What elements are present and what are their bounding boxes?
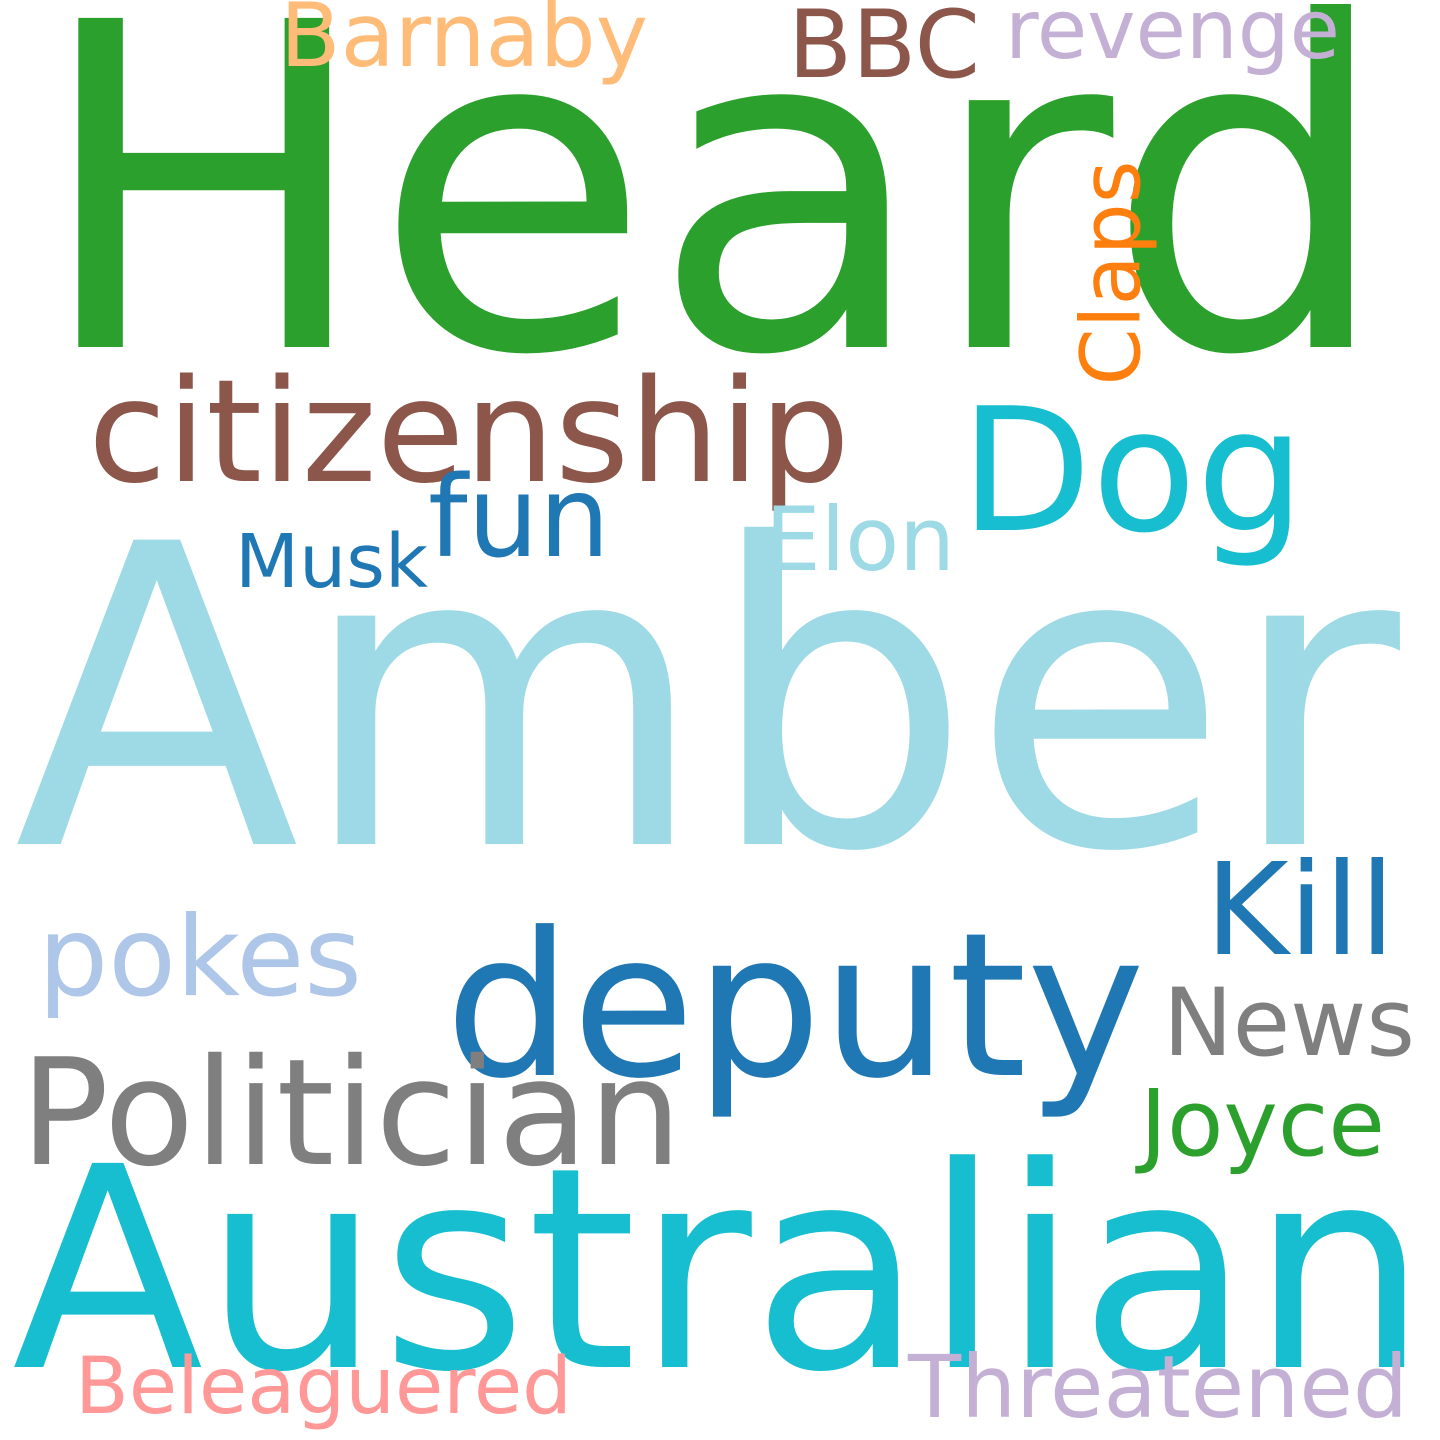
word-joyce: Joyce — [1140, 1070, 1385, 1177]
word-threatened: Threatened — [908, 1336, 1408, 1438]
word-amber: Amber — [14, 457, 1400, 944]
word-revenge: revenge — [1005, 0, 1340, 79]
word-politician: Politician — [20, 1027, 682, 1200]
word-elon: Elon — [765, 487, 955, 591]
word-bbc: BBC — [788, 0, 980, 100]
word-australian: Australian — [12, 1107, 1428, 1434]
word-deputy: deputy — [445, 889, 1145, 1123]
word-citizenship: citizenship — [88, 349, 850, 516]
word-pokes: pokes — [38, 893, 362, 1023]
word-beleaguered: Beleaguered — [75, 1339, 572, 1432]
word-kill: Kill — [1205, 836, 1395, 985]
word-claps: Claps — [1064, 160, 1159, 385]
word-news: News — [1163, 967, 1415, 1077]
word-heard: Heard — [34, 0, 1392, 454]
word-barnaby: Barnaby — [280, 0, 648, 87]
word-musk: Musk — [235, 518, 428, 606]
word-dog: Dog — [960, 372, 1305, 572]
word-fun: fun — [428, 452, 610, 584]
